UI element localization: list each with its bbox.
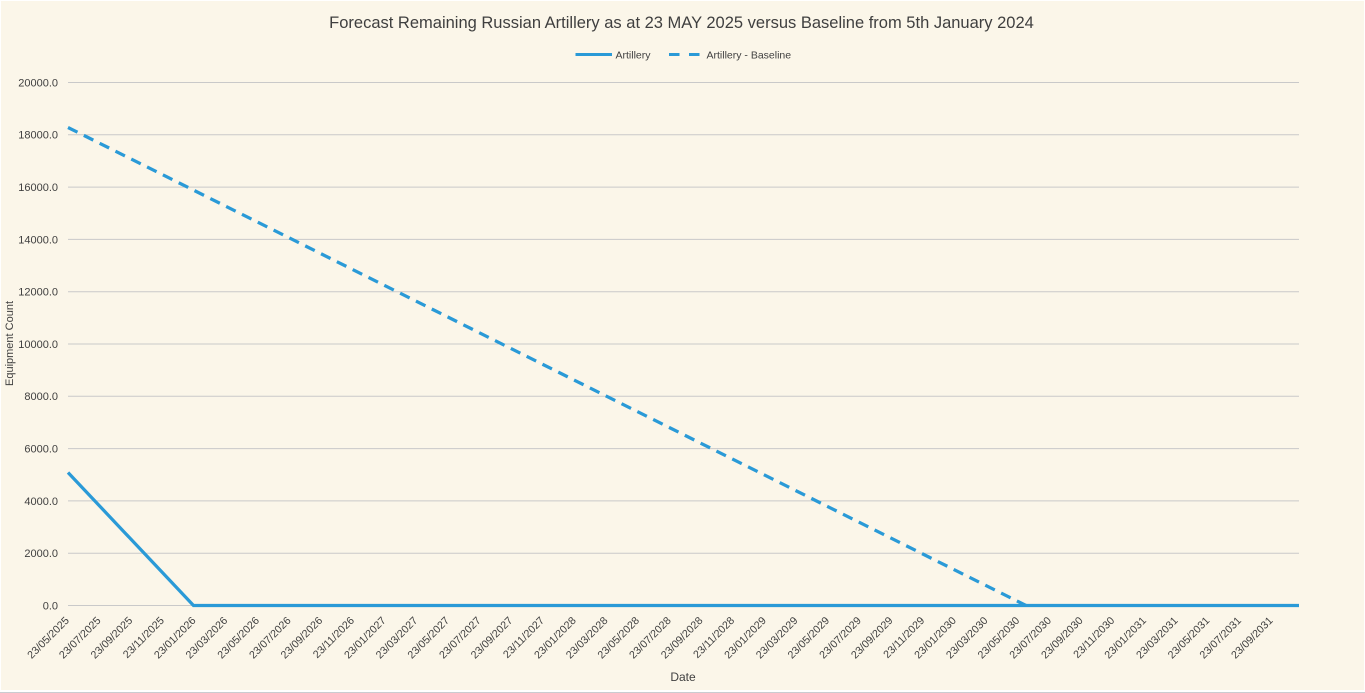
svg-text:Equipment Count: Equipment Count: [4, 301, 16, 386]
svg-text:12000.0: 12000.0: [18, 287, 58, 299]
svg-text:18000.0: 18000.0: [18, 130, 58, 142]
svg-text:10000.0: 10000.0: [18, 339, 58, 351]
svg-text:Forecast Remaining Russian Art: Forecast Remaining Russian Artillery as …: [329, 14, 1034, 32]
svg-text:16000.0: 16000.0: [18, 182, 58, 194]
svg-text:0.0: 0.0: [43, 600, 58, 612]
svg-text:14000.0: 14000.0: [18, 234, 58, 246]
svg-text:20000.0: 20000.0: [18, 77, 58, 89]
svg-text:Date: Date: [670, 670, 696, 684]
svg-text:Artillery: Artillery: [616, 49, 652, 61]
svg-text:8000.0: 8000.0: [24, 391, 58, 403]
svg-text:6000.0: 6000.0: [24, 444, 58, 456]
svg-text:2000.0: 2000.0: [24, 548, 58, 560]
svg-text:Artillery - Baseline: Artillery - Baseline: [707, 49, 792, 61]
svg-text:4000.0: 4000.0: [24, 496, 58, 508]
